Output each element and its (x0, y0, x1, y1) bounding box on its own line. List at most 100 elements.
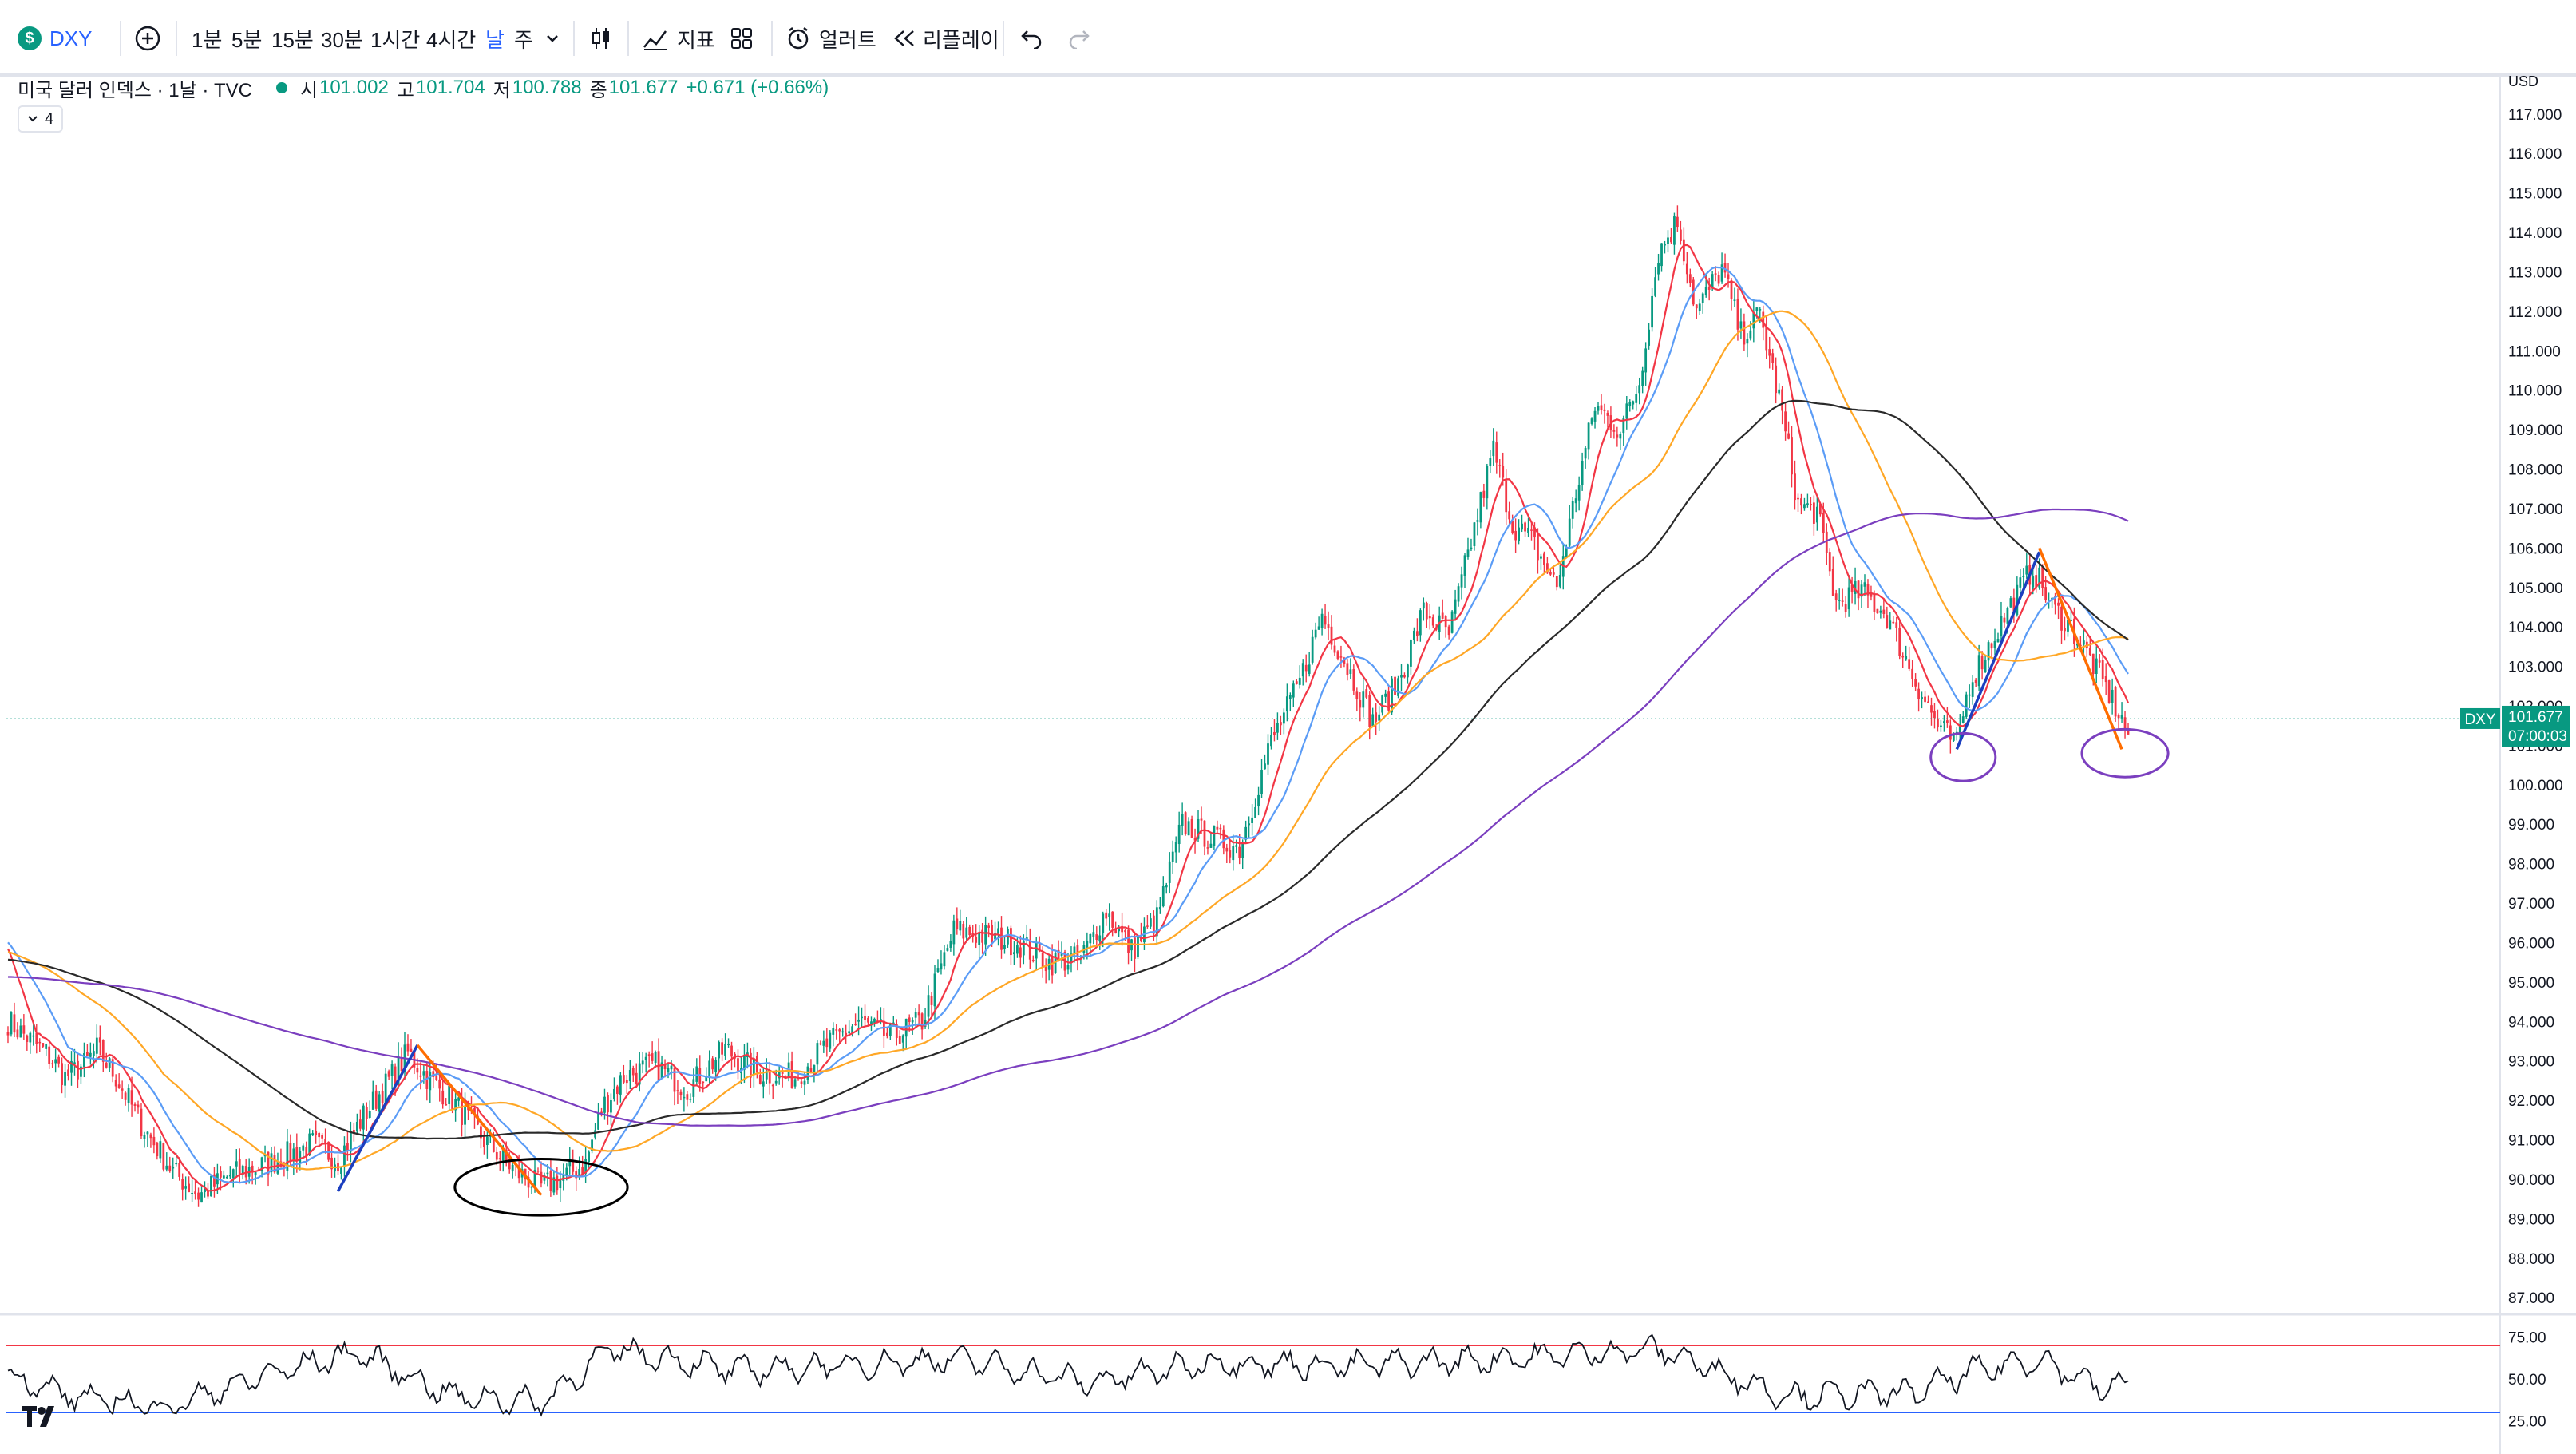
candle-body (213, 1174, 216, 1187)
candle-body (607, 1095, 609, 1113)
candle-body (1384, 693, 1387, 697)
currency-selector[interactable]: USD (2508, 73, 2538, 90)
candle-body (108, 1058, 111, 1068)
symbol-selector[interactable]: $ DXY (18, 0, 92, 77)
timeframe-1h[interactable]: 1시간 (370, 27, 421, 52)
candle-body (1654, 277, 1656, 296)
timeframe-5m[interactable]: 5분 (231, 27, 263, 52)
replay-button[interactable]: 리플레이 (892, 0, 999, 77)
candle-body (327, 1141, 330, 1160)
candle-body (781, 1070, 784, 1074)
candle-body (286, 1141, 289, 1171)
price-chart[interactable]: 87.000 88.000 89.000 90.000 91.000 92.000 93.0… (0, 77, 2576, 1454)
candle-body (73, 1062, 76, 1064)
candle-body (35, 1032, 38, 1044)
symbol-tag-bg (2460, 707, 2500, 729)
candle-body (1612, 430, 1616, 432)
market-status-dot (275, 82, 287, 93)
undo-button[interactable] (1020, 0, 1044, 77)
candle-body (1447, 626, 1450, 636)
chart-area[interactable]: 87.000 88.000 89.000 90.000 91.000 92.000 93.0… (0, 77, 2576, 1454)
redo-button[interactable] (1066, 0, 1090, 77)
candle-body (1514, 530, 1518, 541)
candle-body (1197, 818, 1200, 839)
candle-body (1511, 520, 1514, 533)
compare-button[interactable] (134, 0, 161, 77)
candle-body (1590, 418, 1593, 424)
candle-body (254, 1171, 257, 1176)
candle-body (1244, 826, 1248, 840)
candle-body (1831, 569, 1834, 596)
candle-body (619, 1075, 622, 1095)
candle-body (1676, 216, 1679, 228)
candle-body (1146, 925, 1149, 927)
candle-body (1850, 584, 1854, 592)
symbol-label: DXY (49, 26, 93, 50)
candle-body (445, 1103, 448, 1106)
timeframe-4h[interactable]: 4시간 (426, 27, 477, 52)
candle-body (1860, 584, 1863, 597)
tradingview-logo-icon (22, 1406, 54, 1427)
candle-body (1844, 604, 1847, 612)
candle-body (2054, 596, 2056, 605)
timeframe-day[interactable]: 날 (485, 27, 505, 52)
timeframe-week[interactable]: 주 (514, 27, 533, 52)
candle-body (1568, 518, 1571, 546)
candle-body (1533, 527, 1536, 538)
candle-body (1914, 679, 1917, 687)
candle-body (451, 1088, 454, 1111)
candle-body (813, 1064, 816, 1075)
rsi-axis-tick: 75.00 (2508, 1330, 2546, 1347)
layout-button[interactable] (730, 0, 754, 77)
candle-body (2025, 565, 2028, 575)
timeframe-15m[interactable]: 15분 (271, 27, 314, 52)
candle-body (1911, 668, 1914, 679)
candle-body (686, 1094, 689, 1100)
candle-body (1038, 944, 1041, 951)
candle-body (2067, 620, 2069, 632)
candle-body (908, 1017, 911, 1022)
candle-body (1333, 645, 1336, 653)
chart-type-button[interactable] (588, 0, 615, 77)
candle-body (1670, 236, 1672, 243)
grid-layout-icon (731, 28, 752, 49)
candle-body (362, 1105, 365, 1130)
timeframe-30m[interactable]: 30분 (321, 27, 363, 52)
rsi-axis-tick: 50.00 (2508, 1372, 2546, 1389)
candle-body (714, 1060, 718, 1072)
candle-body (1917, 688, 1920, 699)
candle-body (29, 1032, 32, 1043)
indicators-button[interactable]: 지표 (642, 0, 715, 77)
candle-body (1054, 953, 1057, 973)
candle-body (793, 1079, 797, 1087)
candle-body (1407, 664, 1409, 678)
candle-body (1759, 309, 1762, 311)
candle-body (708, 1060, 711, 1079)
timeframe-dropdown[interactable] (544, 0, 560, 77)
candle-body (400, 1058, 403, 1072)
candle-body (365, 1107, 368, 1119)
candle-body (152, 1136, 156, 1146)
candle-body (774, 1080, 778, 1084)
candle-body (1552, 572, 1555, 575)
candle-body (1397, 678, 1399, 696)
candle-body (241, 1165, 244, 1175)
alert-button[interactable]: 얼러트 (785, 0, 876, 77)
timeframe-1m[interactable]: 1분 (192, 27, 223, 52)
candle-body (181, 1179, 184, 1190)
toolbar-divider (771, 21, 773, 56)
candle-body (2095, 658, 2098, 675)
candle-body (743, 1055, 746, 1070)
candle-body (616, 1086, 619, 1095)
candle-body (517, 1167, 520, 1179)
candle-body (1787, 433, 1790, 439)
candle-body (2101, 660, 2104, 679)
indicators-toggle[interactable]: 4 (18, 105, 64, 133)
candle-body (1625, 403, 1628, 419)
candle-body (670, 1065, 673, 1070)
price-axis-tick: 104.000 (2508, 620, 2563, 636)
candle-body (387, 1071, 390, 1077)
candle-body (1537, 534, 1539, 561)
candle-body (2012, 597, 2016, 613)
ellipse-marker (453, 1157, 629, 1217)
